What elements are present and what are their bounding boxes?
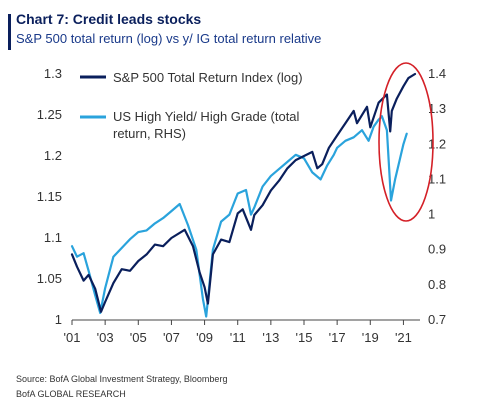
x-axis: '01 '03 '05 '07 '09 '11 '13 '15 '17 '19 '21 [64,319,420,345]
y-left-tick-label: 1.25 [37,107,62,122]
source-note: Source: BofA Global Investment Strategy,… [16,374,228,384]
y-right-tick-label: 1.2 [428,136,446,151]
x-tick-label: '13 [262,330,279,345]
y-right-tick-label: 0.7 [428,312,446,327]
y-right-tick-label: 0.9 [428,242,446,257]
x-tick-label: '19 [362,330,379,345]
legend-label-hy-hg-line2: return, RHS) [113,126,186,141]
legend: S&P 500 Total Return Index (log) US High… [80,70,303,141]
x-tick-label: '11 [230,330,246,345]
y-left-tick-label: 1.05 [37,271,62,286]
legend-label-hy-hg-line1: US High Yield/ High Grade (total [113,109,300,124]
highlight-ellipse [378,62,434,222]
y-left-tick-label: 1 [55,312,62,327]
chart-subtitle: S&P 500 total return (log) vs y/ IG tota… [16,31,322,46]
y-right-tick-label: 1.1 [428,171,446,186]
legend-label-sp500: S&P 500 Total Return Index (log) [113,70,303,85]
y-right-tick-label: 1.3 [428,101,446,116]
y-left-tick-label: 1.15 [37,189,62,204]
chart-title: Chart 7: Credit leads stocks [16,11,202,27]
y-left-tick-label: 1.3 [44,66,62,81]
title-accent-bar [8,14,11,50]
y-right-tick-label: 1 [428,207,435,222]
y-right-tick-label: 1.4 [428,66,446,81]
y-left-tick-label: 1.2 [44,148,62,163]
y-left-tick-label: 1.1 [44,230,62,245]
x-tick-label: '07 [163,330,180,345]
x-tick-label: '01 [64,330,81,345]
x-tick-label: '09 [196,330,213,345]
series-layer [70,72,417,318]
x-tick-label: '21 [395,330,412,345]
x-tick-label: '03 [97,330,114,345]
series-line-sp500 [70,72,417,313]
y-right-tick-label: 0.8 [428,277,446,292]
x-tick-label: '05 [130,330,147,345]
x-tick-label: '17 [329,330,346,345]
series-line-hy-hg [70,115,408,318]
brand-note: BofA GLOBAL RESEARCH [16,389,126,399]
legend-label-hy-hg: US High Yield/ High Grade (total return,… [113,109,303,141]
x-tick-label: '15 [296,330,313,345]
y-axis-left: 1 1.05 1.1 1.15 1.2 1.25 1.3 [37,66,62,327]
